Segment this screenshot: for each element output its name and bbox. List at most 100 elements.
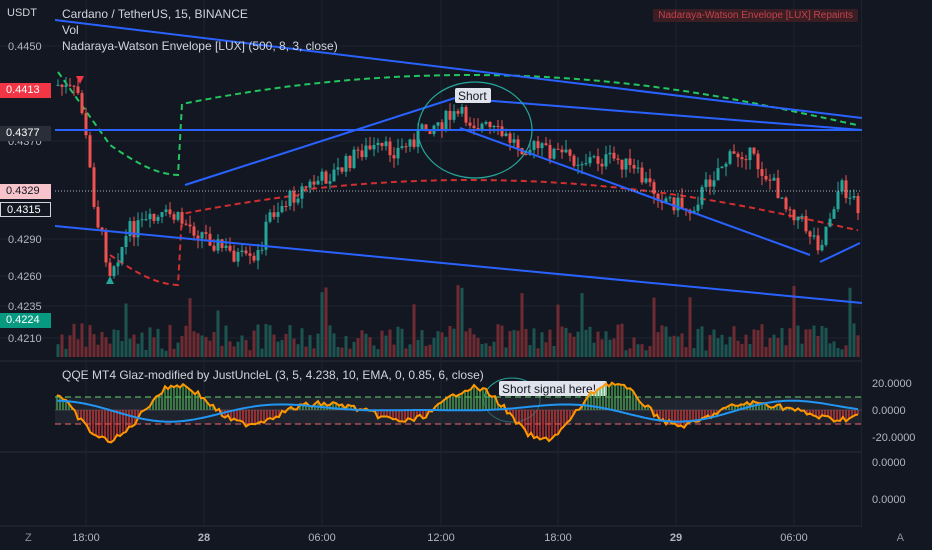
candle-body — [488, 121, 492, 128]
volume-bar — [592, 342, 596, 357]
candle-body — [200, 232, 204, 239]
volume-bar — [412, 304, 416, 357]
qqe-histogram-bar — [857, 410, 859, 415]
volume-bar — [500, 325, 504, 357]
qqe-histogram-bar — [95, 410, 97, 436]
qqe-tick-label: 20.0000 — [872, 378, 912, 390]
candle-body — [592, 156, 596, 158]
qqe-histogram-bar — [548, 410, 550, 442]
candle-body — [420, 124, 424, 131]
time-tick-label: 18:00 — [544, 532, 572, 544]
volume-bar — [692, 348, 696, 357]
candle-body — [108, 262, 112, 277]
volume-bar — [320, 292, 324, 357]
qqe-histogram-bar — [347, 404, 349, 410]
time-tick-label: 06:00 — [780, 532, 808, 544]
candle-body — [792, 209, 796, 221]
volume-bar — [460, 287, 464, 357]
volume-legend[interactable]: Vol — [62, 23, 79, 37]
candle-body — [384, 141, 388, 147]
envelope-legend[interactable]: Nadaraya-Watson Envelope [LUX] (500, 8, … — [62, 39, 338, 53]
candle-body — [124, 236, 128, 247]
qqe-histogram-bar — [209, 405, 211, 410]
qqe-histogram-bar — [683, 410, 685, 428]
qqe-histogram-bar — [689, 410, 691, 422]
qqe-histogram-bar — [380, 410, 382, 417]
candle-body — [560, 149, 564, 153]
zoom-left-corner[interactable]: Z — [25, 532, 32, 544]
qqe-histogram-bar — [542, 410, 544, 439]
qqe-histogram-bar — [761, 403, 763, 410]
candle-body — [352, 149, 356, 168]
qqe-histogram-bar — [848, 410, 850, 419]
candle-body — [60, 84, 64, 87]
candle-body — [328, 181, 332, 184]
candle-body — [228, 245, 232, 251]
qqe-histogram-bar — [632, 390, 634, 410]
qqe-histogram-bar — [608, 386, 610, 410]
volume-bar — [836, 347, 840, 357]
candle-body — [496, 125, 500, 127]
volume-bar — [384, 335, 388, 357]
qqe-histogram-bar — [92, 410, 94, 435]
candle-body — [780, 197, 784, 199]
qqe-histogram-bar — [137, 410, 139, 419]
symbol-title[interactable]: Cardano / TetherUS, 15, BINANCE — [62, 7, 248, 21]
volume-bar — [848, 287, 852, 357]
qqe-histogram-bar — [713, 410, 715, 414]
candle-body — [536, 141, 540, 149]
qqe-histogram-bar — [701, 410, 703, 419]
qqe-histogram-bar — [230, 410, 232, 421]
candle-body — [288, 190, 292, 207]
volume-bar — [504, 347, 508, 357]
volume-bar — [288, 325, 292, 357]
qqe-histogram-bar — [638, 400, 640, 410]
qqe-histogram-bar — [680, 410, 682, 426]
envelope-upper — [57, 71, 859, 177]
qqe-histogram-bar — [569, 410, 571, 421]
volume-bar — [496, 324, 500, 357]
price-tag: 0.4224 — [0, 313, 51, 328]
candle-body — [748, 147, 752, 161]
price-tag: 0.4315 — [0, 202, 51, 217]
volume-bar — [844, 345, 848, 357]
volume-bar — [508, 331, 512, 357]
candle-body — [360, 150, 364, 158]
volume-bar — [684, 347, 688, 357]
volume-bar — [720, 334, 724, 357]
volume-bar — [236, 341, 240, 357]
qqe-histogram-bar — [677, 410, 679, 427]
auto-scale-corner[interactable]: A — [896, 532, 904, 544]
candle-body — [796, 216, 800, 221]
qqe-histogram-bar — [644, 406, 646, 410]
qqe-histogram-bar — [452, 394, 454, 410]
volume-bar — [656, 332, 660, 357]
qqe-histogram-bar — [62, 399, 64, 410]
volume-bar — [732, 326, 736, 357]
candle-body — [556, 148, 560, 150]
volume-bar — [764, 346, 768, 357]
qqe-histogram-bar — [317, 401, 319, 410]
qqe-histogram-bar — [539, 410, 541, 440]
qqe-histogram-bar — [308, 405, 310, 410]
qqe-histogram-bar — [641, 404, 643, 410]
candle-body — [712, 180, 716, 187]
candle-body — [568, 149, 572, 156]
volume-bar — [256, 324, 260, 357]
qqe-histogram-bar — [614, 384, 616, 410]
qqe-histogram-bar — [647, 405, 649, 410]
volume-bar — [88, 325, 92, 357]
candle-body — [80, 93, 84, 114]
qqe-histogram-bar — [827, 410, 829, 417]
trendlines[interactable]: Short Short signal here! — [54, 19, 863, 423]
qqe-legend[interactable]: QQE MT4 Glaz-modified by JustUncleL (3, … — [62, 368, 484, 382]
qqe-histogram-bar — [497, 404, 499, 410]
qqe-histogram-bar — [758, 403, 760, 410]
qqe-histogram-bar — [695, 410, 697, 422]
candle-body — [240, 250, 244, 253]
volume-bar — [220, 345, 224, 357]
qqe-histogram-bar — [635, 395, 637, 410]
candle-body — [704, 179, 708, 188]
candle-body — [444, 110, 448, 130]
